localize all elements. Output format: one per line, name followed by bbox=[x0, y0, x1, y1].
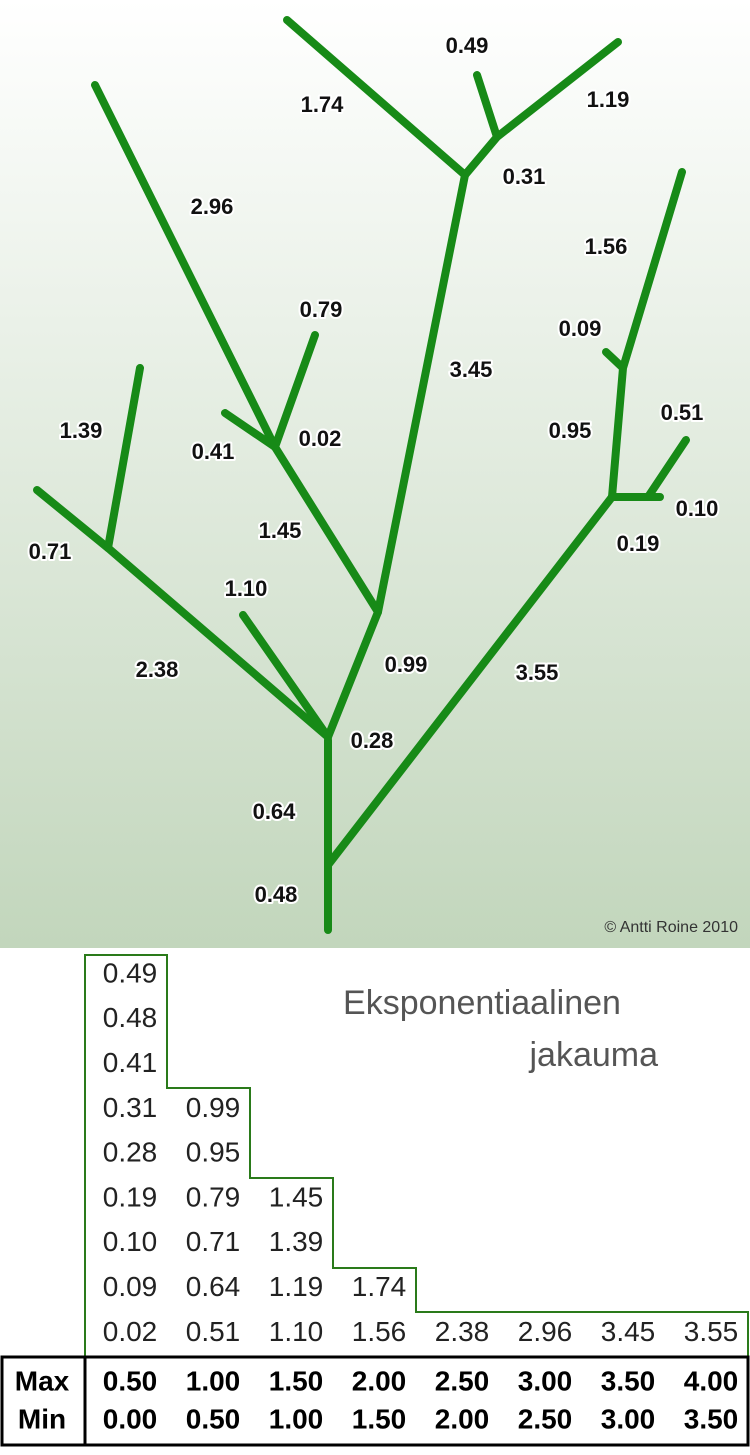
branch-label: 1.74 bbox=[301, 92, 345, 117]
cell: 3.50 bbox=[601, 1365, 656, 1396]
cell: 1.19 bbox=[269, 1271, 324, 1302]
branch bbox=[104, 364, 144, 552]
title: Eksponentiaalinen bbox=[343, 984, 621, 1022]
cell: 1.00 bbox=[186, 1365, 241, 1396]
cell: 0.49 bbox=[103, 957, 158, 988]
branch-label: 0.99 bbox=[385, 652, 428, 677]
branch bbox=[283, 16, 470, 741]
cell: 2.00 bbox=[352, 1365, 407, 1396]
cell: 2.96 bbox=[518, 1316, 573, 1347]
branch bbox=[324, 493, 616, 869]
branch bbox=[239, 611, 332, 741]
cell: 1.50 bbox=[269, 1365, 324, 1396]
cell: 2.50 bbox=[435, 1365, 490, 1396]
cell: 3.55 bbox=[684, 1316, 739, 1347]
title: jakauma bbox=[528, 1036, 658, 1074]
branch-label: 0.48 bbox=[255, 882, 298, 907]
cell: 2.00 bbox=[435, 1403, 490, 1434]
branch-label: 3.55 bbox=[516, 660, 559, 685]
row-label: Max bbox=[15, 1365, 70, 1396]
branch-label: 2.38 bbox=[136, 657, 179, 682]
cell: 1.45 bbox=[269, 1181, 324, 1212]
branch bbox=[608, 436, 690, 501]
cell: 0.71 bbox=[186, 1226, 241, 1257]
branch-label: 0.19 bbox=[617, 531, 660, 556]
branch-label: 0.10 bbox=[676, 496, 719, 521]
branch-label: 1.39 bbox=[60, 418, 103, 443]
branch-label: 0.95 bbox=[549, 418, 592, 443]
cell: 0.00 bbox=[103, 1403, 158, 1434]
branch-label: 0.51 bbox=[661, 400, 704, 425]
cell: 1.50 bbox=[352, 1403, 407, 1434]
cell: 0.95 bbox=[186, 1137, 241, 1168]
branch-label: 1.56 bbox=[585, 234, 628, 259]
cell: 0.41 bbox=[103, 1047, 158, 1078]
branch bbox=[221, 331, 319, 451]
cell: 0.19 bbox=[103, 1181, 158, 1212]
branch-label: 0.09 bbox=[559, 316, 602, 341]
cell: 0.10 bbox=[103, 1226, 158, 1257]
cell: 3.00 bbox=[601, 1403, 656, 1434]
branch-label: 1.19 bbox=[587, 87, 630, 112]
branch-label: 3.45 bbox=[450, 357, 493, 382]
cell: 3.50 bbox=[684, 1403, 739, 1434]
cell: 2.38 bbox=[435, 1316, 490, 1347]
row-label: Min bbox=[18, 1403, 66, 1434]
cell: 0.50 bbox=[103, 1365, 158, 1396]
branch-label: 0.64 bbox=[253, 799, 297, 824]
branch-label: 0.31 bbox=[503, 164, 546, 189]
cell: 0.31 bbox=[103, 1092, 158, 1123]
cell: 3.45 bbox=[601, 1316, 656, 1347]
branch-label: 1.45 bbox=[259, 518, 302, 543]
cell: 0.64 bbox=[186, 1271, 241, 1302]
cell: 0.99 bbox=[186, 1092, 241, 1123]
branch-label: 0.02 bbox=[299, 426, 342, 451]
histogram-outline bbox=[84, 954, 749, 1357]
branch-label: 0.71 bbox=[29, 539, 72, 564]
cell: 0.02 bbox=[103, 1316, 158, 1347]
branch bbox=[602, 168, 686, 501]
cell: 0.28 bbox=[103, 1137, 158, 1168]
branch-label: 0.79 bbox=[300, 297, 343, 322]
cell: 3.00 bbox=[518, 1365, 573, 1396]
cell: 0.79 bbox=[186, 1181, 241, 1212]
cell: 0.50 bbox=[186, 1403, 241, 1434]
branch bbox=[461, 38, 622, 179]
branch-label: 1.10 bbox=[225, 576, 268, 601]
cell: 1.56 bbox=[352, 1316, 407, 1347]
branch-label: 0.49 bbox=[446, 33, 489, 58]
branch-label: 0.28 bbox=[351, 728, 394, 753]
branch-label: 2.96 bbox=[191, 194, 234, 219]
cell: 2.50 bbox=[518, 1403, 573, 1434]
cell: 0.09 bbox=[103, 1271, 158, 1302]
branch-label: 0.41 bbox=[192, 439, 235, 464]
cell: 1.00 bbox=[269, 1403, 324, 1434]
minmax-box bbox=[0, 1355, 750, 1447]
cell: 0.51 bbox=[186, 1316, 241, 1347]
cell: 0.48 bbox=[103, 1002, 158, 1033]
cell: 1.10 bbox=[269, 1316, 324, 1347]
cell: 4.00 bbox=[684, 1365, 739, 1396]
cell: 1.74 bbox=[352, 1271, 407, 1302]
tree bbox=[33, 16, 690, 934]
copyright: © Antti Roine 2010 bbox=[604, 919, 738, 936]
cell: 1.39 bbox=[269, 1226, 324, 1257]
